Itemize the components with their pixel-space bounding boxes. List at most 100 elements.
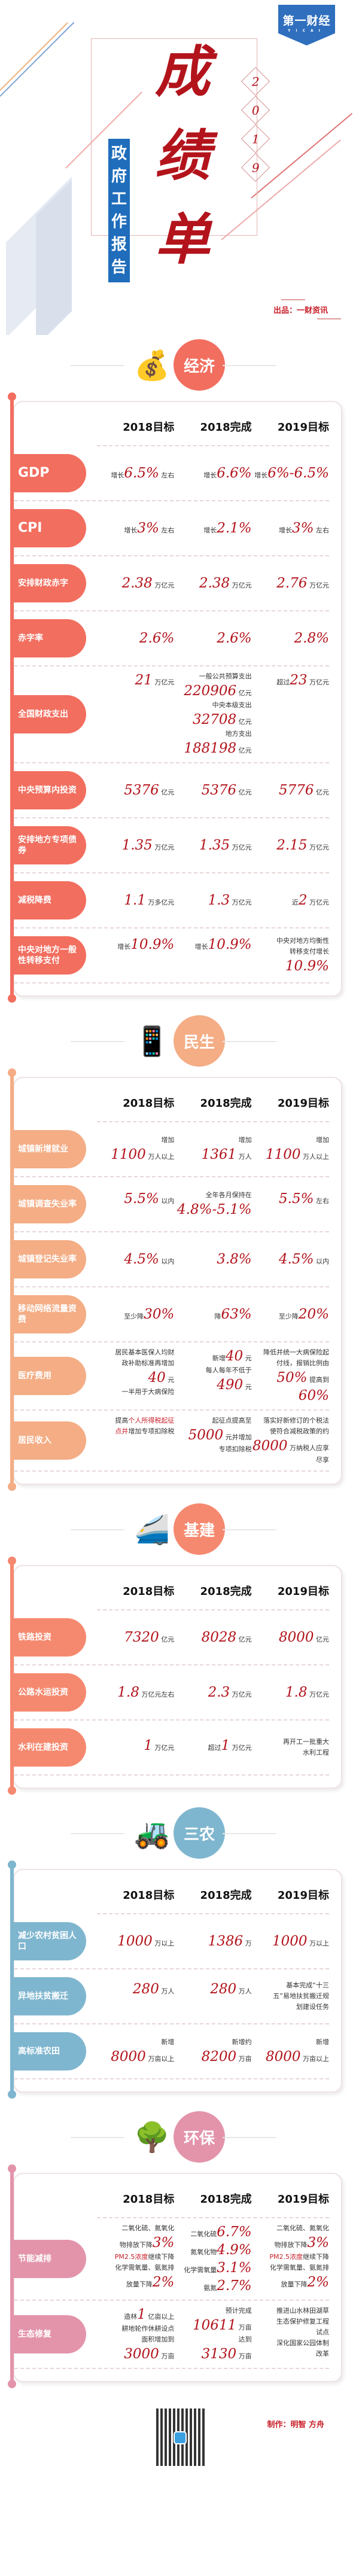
value-cell: 预计完成 10611 万亩 达到 3130 万亩 [192, 2307, 252, 2362]
value-cell: 超过23 万亿元 [276, 672, 329, 688]
producer-credit: 制作：明智 方舟 [267, 2420, 324, 2429]
section-card: 2018目标 2018完成 2019目标 城镇新增就业 增加 1100 万人以上 增加 136… [8, 1068, 342, 1491]
value-cell: 增加 1100 万人以上 [111, 1136, 175, 1162]
value-cell: 4.5% 以内 [124, 1252, 175, 1267]
row-label: 减税降费 [11, 881, 86, 919]
table-row: 减少农村贫困人口 1000 万以上 1386 万 1000 万以上 [11, 1914, 329, 1969]
divider [71, 2137, 124, 2138]
title-frame [91, 38, 257, 236]
sections-container: 💰 经济 2018目标 2018完成 2019目标 GDP 增长6.5% 左右 增长6.6% 增… [0, 335, 359, 2388]
value-cell: 增长6.6% [203, 465, 252, 481]
value-cell: 1000 万以上 [272, 1933, 329, 1949]
value-cell: 二氧化硫6.7% 氮氧化物4.9% 化学需氧量3.1% 氨氮2.7% [184, 2224, 252, 2294]
divider [223, 365, 276, 366]
column-header: 2018目标 [123, 1585, 175, 1598]
table-row: CPI 增长3% 左右 增长2.1% 增长3% 左右 [11, 501, 329, 556]
row-label: 中央对地方一般性转移支付 [11, 936, 86, 975]
value-cell: 增长10.9% [117, 937, 175, 952]
table-row: 高标准农田 新增 8000 万亩以上 新增约 8200 万亩 新增 8000 万亩以上 [11, 2024, 329, 2079]
table-row: 移动网络流量资费 至少降30% 降63% 至少降20% [11, 1287, 329, 1342]
value-cell: 1 万亿元 [144, 1738, 175, 1753]
value-cell: 5376 亿元 [201, 782, 252, 798]
value-cell: 降63% [214, 1307, 252, 1322]
value-cell: 增长10.9% [194, 937, 252, 952]
value-cell: 增长2.1% [203, 520, 252, 536]
value-cell: 2.15 万亿元 [276, 838, 329, 853]
column-header: 2018目标 [123, 2193, 175, 2206]
column-headers: 2018目标 2018完成 2019目标 [97, 1572, 329, 1610]
row-label: 赤字率 [11, 619, 86, 657]
divider [223, 1833, 276, 1834]
value-cell: 1.8 万亿元 [285, 1685, 329, 1700]
column-header: 2019目标 [277, 1097, 329, 1110]
value-cell: 一般公共预算支出 220906 亿元 中央本级支出 32708 亿元 地方支出 18819… [184, 672, 252, 756]
value-cell: 2.3 万亿元 [208, 1685, 252, 1700]
row-label: 公路水运投资 [11, 1673, 86, 1712]
column-headers: 2018目标 2018完成 2019目标 [97, 1876, 329, 1914]
value-cell: 起征点提高至 5000 元并增加 专项扣除税 [188, 1417, 252, 1453]
value-cell: 增长3% 左右 [278, 520, 329, 536]
tree-icon: 🌳 [134, 2120, 170, 2154]
row-label: 减少农村贫困人口 [11, 1922, 86, 1960]
table-row: 赤字率 2.6% 2.6% 2.8% [11, 611, 329, 666]
column-header: 2019目标 [277, 1585, 329, 1598]
value-cell: 新增40 元每人每年不低于 490 元 [205, 1348, 252, 1393]
value-cell: 1386 万 [208, 1933, 252, 1949]
table-row: 医疗费用 居民基本医保人均财 政补助标准再增加 40 元一半用于大病保险 新增40 元每… [11, 1342, 329, 1411]
report-subtitle: 政 府 工 作 报 告 [108, 139, 130, 282]
value-cell: 新增 8000 万亩以上 [111, 2038, 175, 2065]
value-cell: 5.5% 左右 [279, 1191, 329, 1207]
value-cell: 2.6% [139, 631, 175, 646]
row-label: GDP [11, 454, 86, 492]
decor-line [251, 112, 353, 199]
column-header: 2018完成 [200, 1097, 252, 1110]
value-cell: 2.8% [294, 631, 329, 646]
divider [71, 1833, 124, 1834]
table-row: 异地扶贫搬迁 280 万人 280 万人 基本完成“十三 五”易地扶贫搬迁规 划建设任务 [11, 1969, 329, 2024]
table-row: 城镇登记失业率 4.5% 以内 3.8% 4.5% 以内 [11, 1232, 329, 1287]
table-row: 全国财政支出 21 万亿元 一般公共预算支出 220906 亿元 中央本级支出 32708… [11, 666, 329, 763]
row-label: 医疗费用 [11, 1357, 86, 1395]
tractor-icon: 🚜 [134, 1816, 170, 1850]
value-cell: 5376 亿元 [124, 782, 175, 798]
decor-line [0, 22, 75, 97]
table-row: 节能减排 二氧化硫、氮氧化 物排放下降3% PM2.5浓度继续下降 化学需氧量、氨氮排放… [11, 2218, 329, 2301]
value-cell: 超过1 万亿元 [208, 1738, 252, 1753]
value-cell: 1000 万以上 [117, 1933, 175, 1949]
decor-line [281, 299, 305, 300]
value-cell: 5776 亿元 [278, 782, 329, 798]
value-cell: 2.38 万亿元 [199, 576, 252, 591]
decor-line [317, 318, 341, 319]
decor-block [36, 179, 72, 335]
divider [71, 1041, 124, 1042]
divider [223, 2137, 276, 2138]
column-header: 2019目标 [277, 1889, 329, 1902]
section-title: 环保 [174, 2111, 225, 2163]
column-headers: 2018目标 2018完成 2019目标 [97, 2180, 329, 2218]
table-row: 减税降费 1.1 万多亿元 1.3 万亿元 近2 万亿元 [11, 873, 329, 928]
column-header: 2019目标 [277, 421, 329, 434]
divider [223, 1041, 276, 1042]
money-bag-icon: 💰 [134, 348, 170, 382]
hero-banner: 第一财经 YICAI 政 府 工 作 报 告 成 绩 单 2 0 1 9 出品：… [0, 0, 359, 335]
row-label: 城镇登记失业率 [11, 1240, 86, 1278]
row-label: 安排地方专项债券 [11, 826, 86, 864]
value-cell: 新增 8000 万亩以上 [265, 2038, 329, 2065]
value-cell: 降低并统一大病保险起 付线，报销比例由 50% 提高到60% [263, 1348, 329, 1403]
section-header-0: 💰 经济 [0, 335, 359, 395]
row-label: 全国财政支出 [11, 695, 86, 733]
brand-logo: 第一财经 YICAI [278, 5, 335, 45]
table-row: 城镇新增就业 增加 1100 万人以上 增加 1361 万人 增加 1100 万人以上 [11, 1122, 329, 1177]
section-title: 基建 [174, 1503, 225, 1555]
value-cell: 基本完成“十三 五”易地扶贫搬迁规 划建设任务 [273, 1981, 329, 2011]
value-cell: 1.8 万亿元左右 [117, 1685, 175, 1700]
value-cell: 8028 亿元 [201, 1630, 252, 1645]
section-header-2: 🚄 基建 [0, 1499, 359, 1559]
app-logo-icon [174, 2431, 187, 2444]
value-cell: 1.35 万亿元 [121, 838, 175, 853]
section-card: 2018目标 2018完成 2019目标 GDP 增长6.5% 左右 增长6.6% 增长6%… [8, 392, 342, 1003]
timeline-rail [8, 392, 16, 1003]
value-cell: 二氧化硫、氮氧化 物排放下降3% PM2.5浓度继续下降 化学需氧量、氨氮排 放量下降2… [269, 2224, 329, 2290]
value-cell: 居民基本医保人均财 政补助标准再增加 40 元一半用于大病保险 [115, 1348, 175, 1396]
